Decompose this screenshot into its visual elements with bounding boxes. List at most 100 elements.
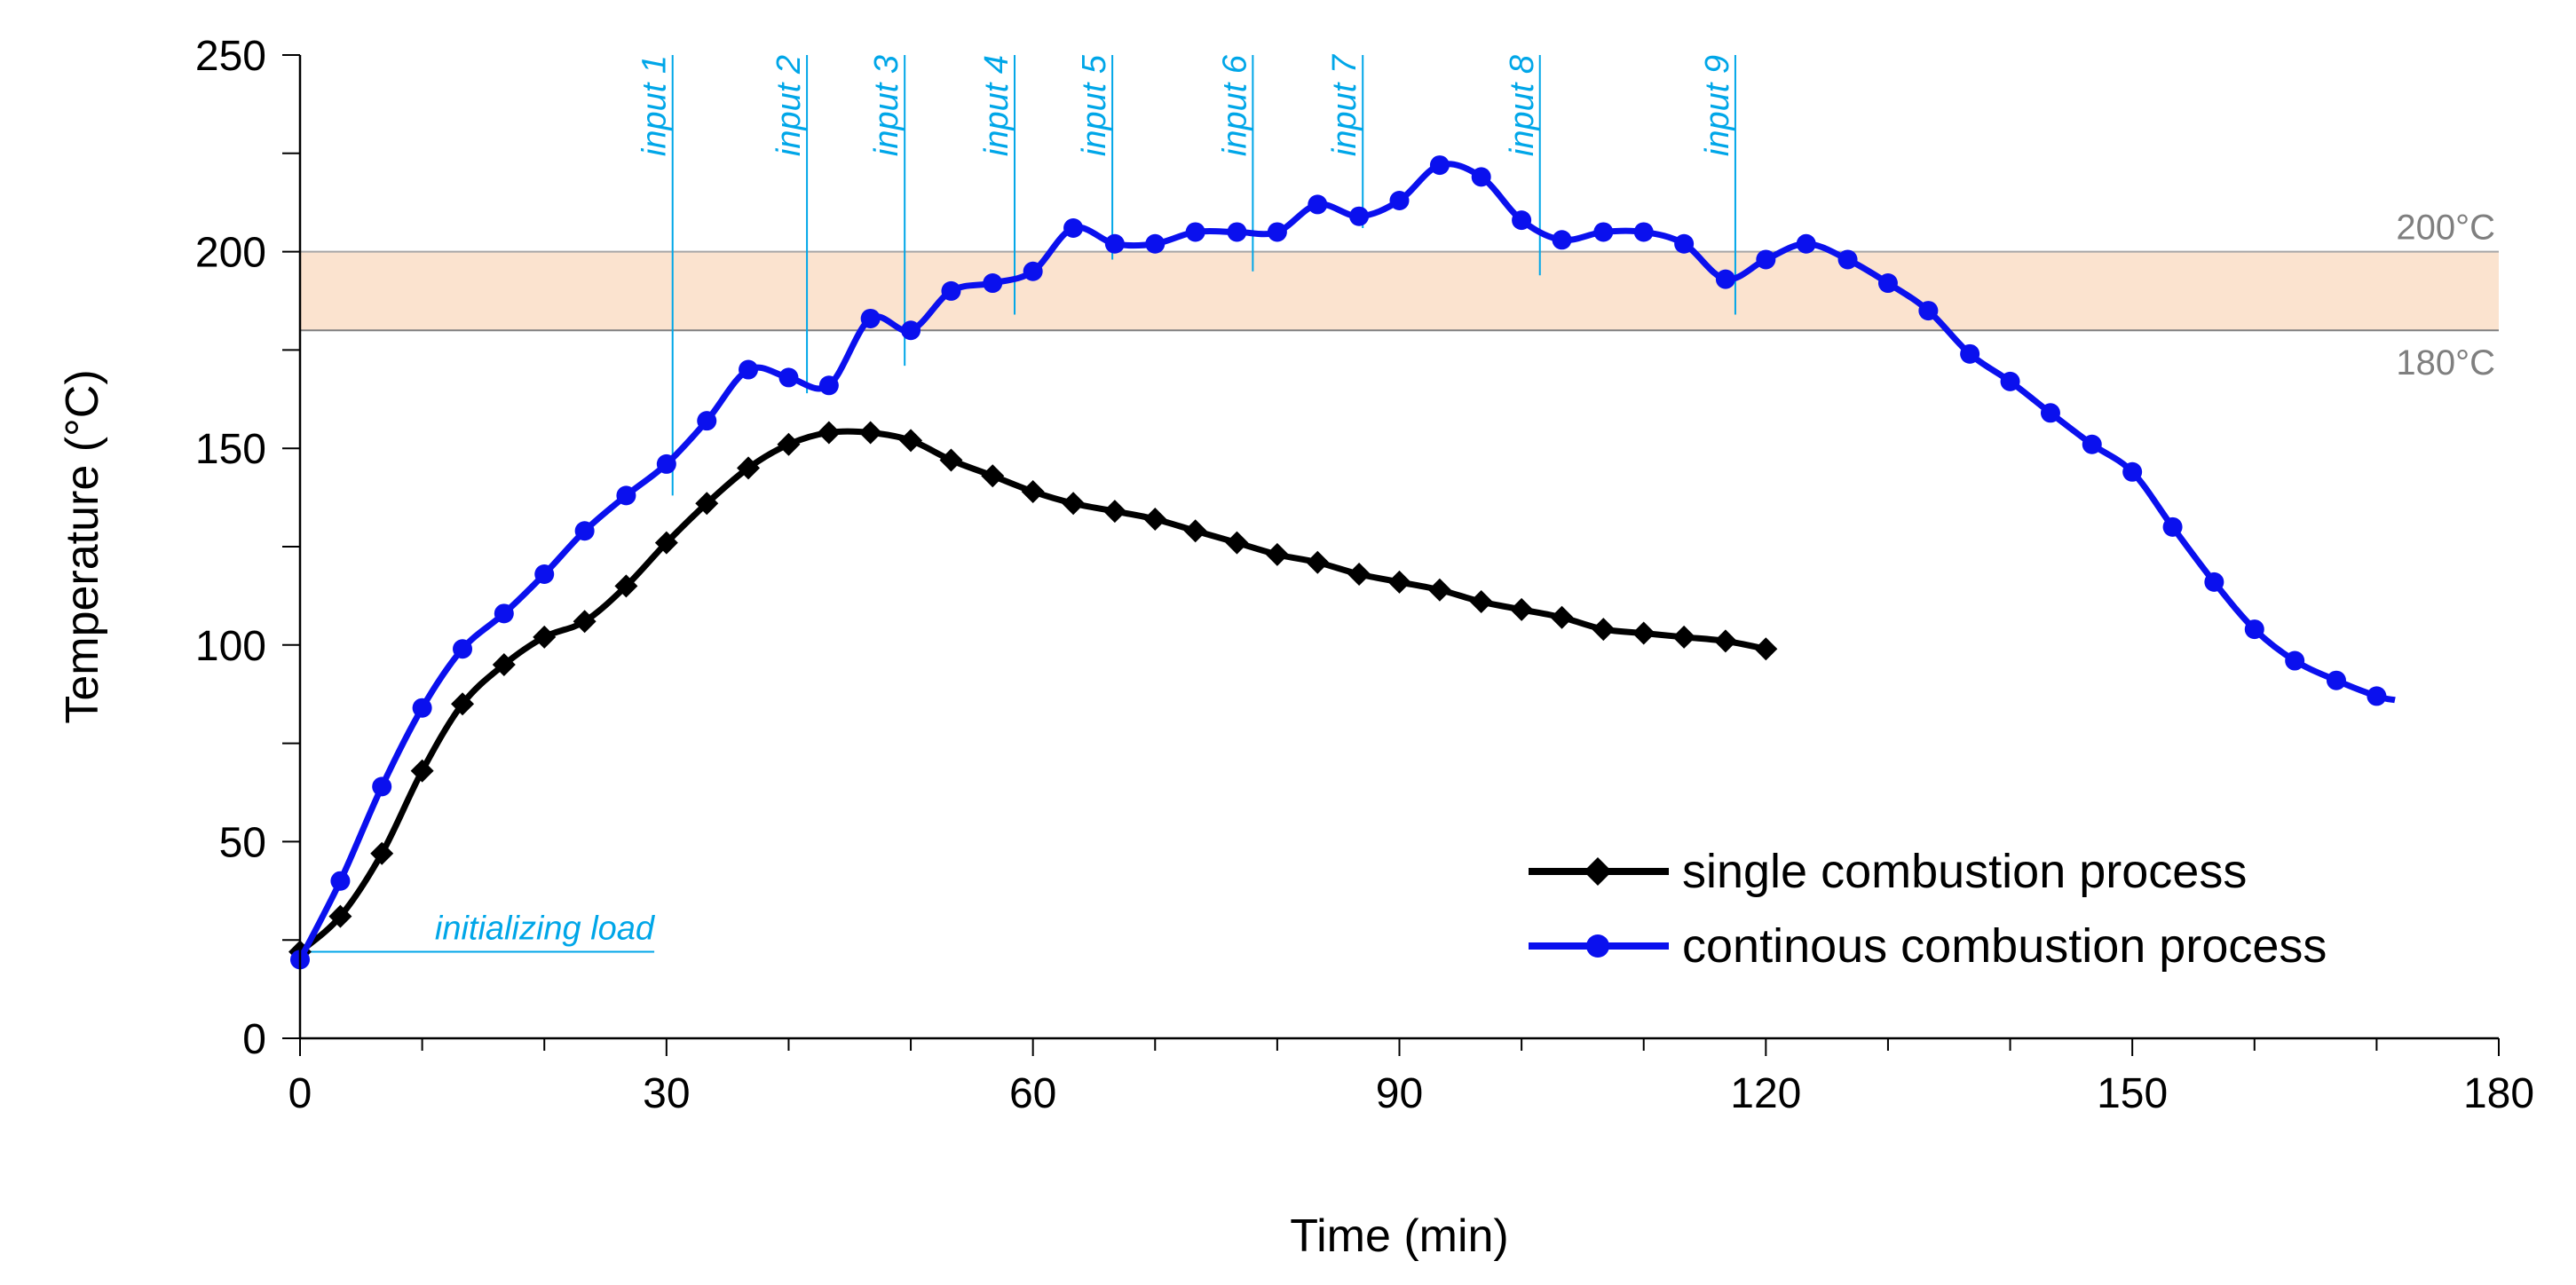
data-point (860, 308, 881, 328)
data-point (1756, 249, 1776, 270)
data-point (2122, 461, 2143, 482)
input-label-7: input 7 (1326, 53, 1363, 156)
data-point (1183, 519, 1207, 543)
data-point (1715, 269, 1735, 289)
data-point (1267, 222, 1287, 242)
x-tick-label: 90 (1376, 1070, 1423, 1117)
legend-item-single: single combustion process (1529, 845, 2247, 898)
data-point (1023, 261, 1043, 281)
legend-item-continuous: continous combustion process (1529, 919, 2327, 973)
series-continuous (290, 155, 2396, 970)
data-point (1674, 233, 1695, 254)
legend-label: continous combustion process (1682, 919, 2327, 973)
data-point (1632, 621, 1655, 645)
initializing-load-label: initializing load (435, 910, 656, 947)
data-point (981, 464, 1005, 488)
data-point (1510, 597, 1534, 621)
data-point (1347, 563, 1371, 587)
y-tick-label: 200 (195, 230, 266, 277)
data-point (370, 841, 394, 865)
data-point (1512, 210, 1532, 231)
data-point (1349, 206, 1370, 226)
data-point (533, 625, 557, 649)
data-point (1672, 625, 1696, 649)
data-point (534, 564, 555, 585)
data-point (1918, 301, 1939, 321)
x-tick-label: 120 (1730, 1070, 1801, 1117)
data-point (697, 411, 717, 431)
data-point (372, 777, 392, 797)
y-tick-label: 150 (195, 426, 266, 473)
data-point (330, 871, 351, 891)
x-axis-title: Time (min) (1290, 1210, 1509, 1262)
series-layer (288, 155, 2396, 970)
y-tick-label: 100 (195, 623, 266, 670)
data-point (494, 603, 514, 624)
data-point (2285, 650, 2305, 671)
data-point (1796, 233, 1816, 254)
input-label-4: input 4 (978, 55, 1015, 156)
data-point (654, 531, 678, 555)
data-point (2082, 434, 2102, 454)
x-tick-label: 150 (2097, 1070, 2168, 1117)
axes: 0 50 100 150 200 250 0 30 60 90 120 150 180 Time (min… (57, 33, 2534, 1262)
input-annotations: input 1 input 2 input 3 input 4 input 5 input… (300, 53, 1736, 953)
data-point (1021, 479, 1045, 503)
band-label-high: 200°C (2396, 209, 2495, 248)
input-label-2: input 2 (770, 55, 808, 156)
data-point (2367, 686, 2387, 706)
y-tick-label: 0 (242, 1016, 266, 1063)
data-point (492, 652, 516, 676)
x-tick-label: 30 (643, 1070, 690, 1117)
data-point (1387, 570, 1411, 594)
data-point (1471, 167, 1491, 187)
target-band: 200°C 180°C (300, 209, 2499, 382)
series-single (288, 421, 1778, 964)
data-point (573, 610, 597, 634)
data-point (899, 429, 923, 453)
data-point (1104, 233, 1125, 254)
data-point (1592, 618, 1616, 642)
input-label-1: input 1 (636, 55, 674, 156)
data-point (1713, 629, 1737, 653)
data-point (1389, 190, 1410, 210)
data-point (1185, 222, 1205, 242)
data-point (1308, 194, 1328, 215)
data-point (328, 904, 352, 928)
data-point (1062, 492, 1086, 516)
band-label-low: 180°C (2396, 343, 2495, 382)
x-tick-label: 180 (2463, 1070, 2534, 1117)
data-point (1427, 578, 1451, 602)
data-point (737, 456, 761, 480)
data-point (410, 759, 434, 783)
data-point (412, 698, 432, 718)
data-point (1306, 550, 1330, 574)
data-point (1227, 222, 1247, 242)
data-point (739, 359, 759, 380)
data-point (2162, 516, 2183, 537)
data-point (695, 492, 719, 516)
data-point (1550, 605, 1574, 629)
data-point (1063, 218, 1084, 239)
data-point (2040, 403, 2060, 423)
data-point (941, 280, 961, 301)
y-axis-title: Temperature (°C) (57, 369, 108, 723)
x-tick-label: 60 (1009, 1070, 1056, 1117)
data-point (901, 320, 921, 341)
data-point (2244, 619, 2264, 640)
legend-label: single combustion process (1682, 845, 2247, 898)
data-point (451, 692, 475, 716)
data-point (1429, 155, 1450, 176)
band-fill (300, 251, 2499, 331)
data-point (983, 273, 1003, 294)
data-point (1102, 500, 1126, 524)
data-point (939, 448, 963, 472)
data-point (818, 375, 839, 396)
data-point (1552, 230, 1572, 250)
data-point (777, 432, 801, 456)
data-point (1960, 343, 1980, 364)
data-point (1265, 542, 1289, 566)
legend: single combustion process continous combu… (1529, 845, 2327, 973)
data-point (616, 485, 636, 506)
